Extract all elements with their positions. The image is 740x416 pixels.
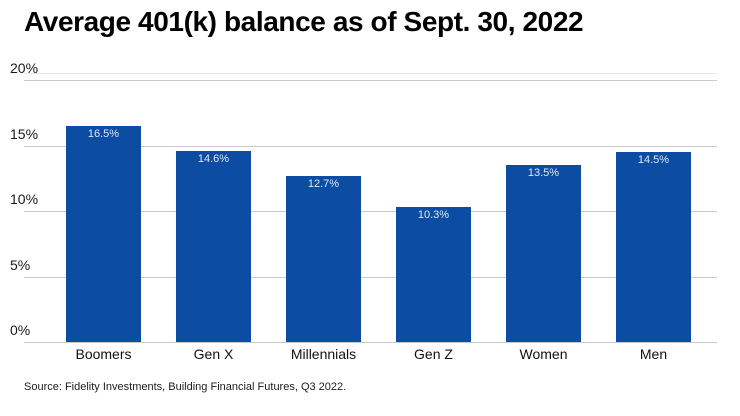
y-axis-tick-label: 5% — [10, 256, 31, 273]
bar-value-label: 12.7% — [307, 177, 340, 190]
x-axis-category-label: Women — [519, 346, 568, 362]
x-axis-category-label: Boomers — [75, 346, 132, 362]
bar-value-label: 14.5% — [637, 154, 670, 167]
y-axis-tick-label: 0% — [10, 322, 31, 338]
y-axis-tick-label: 15% — [10, 125, 39, 142]
x-axis-category-label: Millennials — [290, 346, 357, 362]
bar-gen-z: 10.3% — [396, 207, 471, 342]
bar-value-label: 13.5% — [527, 167, 560, 180]
bar-men: 14.5% — [616, 152, 691, 342]
source-note: Source: Fidelity Investments, Building F… — [24, 381, 347, 393]
bar-gen-x: 14.6% — [176, 150, 251, 342]
bar-value-label: 16.5% — [87, 127, 120, 140]
y-axis-tick-label: 10% — [10, 191, 39, 207]
gridline-10% — [24, 211, 717, 212]
gridline-5% — [24, 276, 717, 278]
gridline-0% — [24, 342, 717, 343]
gridline-20% — [24, 80, 717, 81]
x-axis-category-label: Men — [639, 346, 668, 362]
bar-boomers: 16.5% — [66, 125, 141, 342]
bar-value-label: 14.6% — [197, 152, 230, 165]
x-axis-category-label: Gen Z — [414, 346, 453, 362]
y-axis-tick-label: 20% — [10, 60, 39, 76]
x-axis-category-label: Gen X — [193, 346, 234, 362]
bar-value-label: 10.3% — [417, 209, 450, 222]
bar-women: 13.5% — [506, 165, 581, 342]
plot-top-border — [24, 73, 717, 74]
chart-title: Average 401(k) balance as of Sept. 30, 2… — [24, 6, 584, 37]
bar-millennials: 12.7% — [286, 175, 361, 342]
gridline-15% — [24, 145, 717, 147]
